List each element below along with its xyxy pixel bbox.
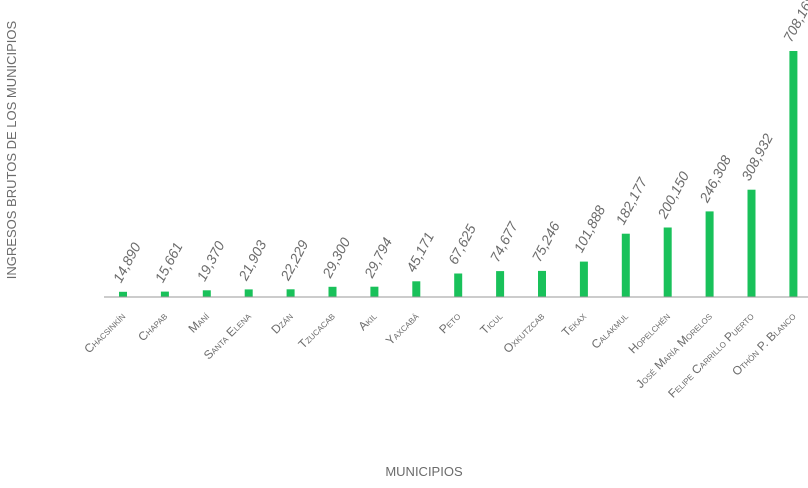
bar-11 (579, 261, 588, 297)
value-label-4: 22,229 (277, 237, 312, 283)
category-label-2: Maní (186, 309, 213, 336)
bar-1 (160, 291, 169, 297)
bar-0 (119, 291, 127, 297)
bar-3 (244, 289, 253, 297)
value-label-0: 14,890 (110, 240, 144, 286)
value-label-2: 19,370 (193, 238, 227, 284)
bar-9 (496, 271, 505, 297)
y-axis-title: INGRESOS BRUTOS DE LOS MUNICIPIOS (4, 20, 19, 279)
category-label-8: Peto (436, 309, 463, 336)
value-label-10: 75,246 (529, 219, 563, 265)
value-label-12: 182,177 (612, 174, 650, 227)
bar-16 (789, 51, 798, 297)
value-labels-group: 14,890 15,661 19,370 21,903 22,229 29,300 29,7… (110, 0, 808, 285)
category-label-9: Ticul (477, 309, 505, 337)
bar-7 (412, 281, 421, 297)
category-label-14: José María Morelos (633, 309, 715, 391)
value-label-3: 21,903 (235, 237, 270, 283)
value-label-7: 45,171 (403, 229, 437, 274)
value-label-5: 29,300 (319, 235, 354, 281)
bar-2 (202, 290, 211, 297)
category-label-12: Calakmul (588, 309, 631, 352)
value-label-6: 29,794 (360, 235, 395, 281)
category-label-0: Chacsinkín (81, 309, 128, 356)
bar-6 (370, 286, 379, 297)
value-label-8: 67,625 (445, 221, 479, 267)
x-axis-title: MUNICIPIOS (385, 464, 463, 479)
value-label-9: 74,677 (487, 218, 522, 264)
bar-5 (328, 286, 337, 297)
category-label-7: Yaxcabá (383, 309, 422, 348)
value-label-14: 246,308 (696, 152, 734, 205)
category-label-1: Chapab (135, 309, 170, 344)
bar-4 (286, 289, 295, 297)
category-label-10: Oxkutzcab (500, 309, 547, 356)
category-label-6: Akil (355, 309, 379, 333)
category-label-5: Tzucacab (296, 309, 338, 351)
bar-12 (621, 233, 630, 297)
bar-10 (538, 270, 546, 297)
bar-13 (663, 227, 672, 297)
value-label-1: 15,661 (151, 240, 185, 285)
value-label-15: 308,932 (738, 131, 776, 183)
value-label-11: 101,888 (570, 203, 608, 255)
bar-8 (454, 273, 463, 297)
category-label-4: Dzán (268, 309, 295, 336)
bars-group (119, 51, 798, 297)
value-label-16: 708,168 (780, 0, 808, 44)
value-label-13: 200,150 (654, 169, 692, 222)
bar-14 (705, 211, 714, 297)
bar-15 (747, 189, 756, 297)
category-label-11: Tekax (559, 309, 590, 340)
